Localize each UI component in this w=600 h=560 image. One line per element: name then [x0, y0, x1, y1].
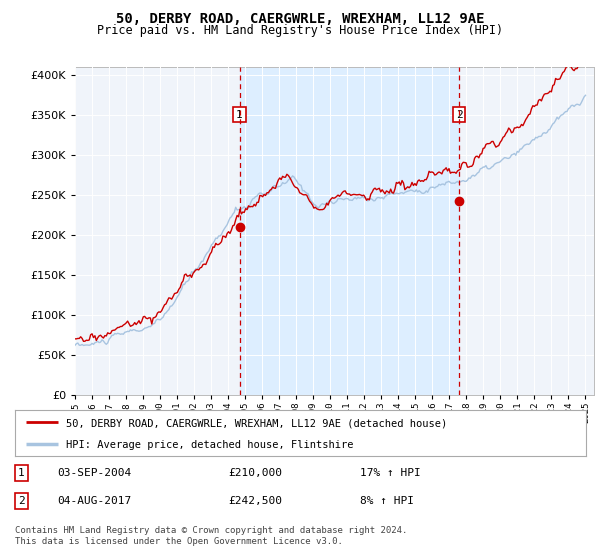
Text: Price paid vs. HM Land Registry's House Price Index (HPI): Price paid vs. HM Land Registry's House … [97, 24, 503, 37]
Text: 8% ↑ HPI: 8% ↑ HPI [360, 496, 414, 506]
Text: 17% ↑ HPI: 17% ↑ HPI [360, 468, 421, 478]
Text: £210,000: £210,000 [228, 468, 282, 478]
Text: 04-AUG-2017: 04-AUG-2017 [57, 496, 131, 506]
Text: 2: 2 [18, 496, 25, 506]
Text: Contains HM Land Registry data © Crown copyright and database right 2024.
This d: Contains HM Land Registry data © Crown c… [15, 526, 407, 546]
Text: £242,500: £242,500 [228, 496, 282, 506]
Text: 50, DERBY ROAD, CAERGWRLE, WREXHAM, LL12 9AE: 50, DERBY ROAD, CAERGWRLE, WREXHAM, LL12… [116, 12, 484, 26]
Text: 1: 1 [236, 110, 243, 120]
Text: 2: 2 [456, 110, 463, 120]
Text: 03-SEP-2004: 03-SEP-2004 [57, 468, 131, 478]
Bar [239, 67, 459, 395]
Text: 1: 1 [18, 468, 25, 478]
Text: 50, DERBY ROAD, CAERGWRLE, WREXHAM, LL12 9AE (detached house): 50, DERBY ROAD, CAERGWRLE, WREXHAM, LL12… [67, 418, 448, 428]
Text: HPI: Average price, detached house, Flintshire: HPI: Average price, detached house, Flin… [67, 440, 354, 450]
